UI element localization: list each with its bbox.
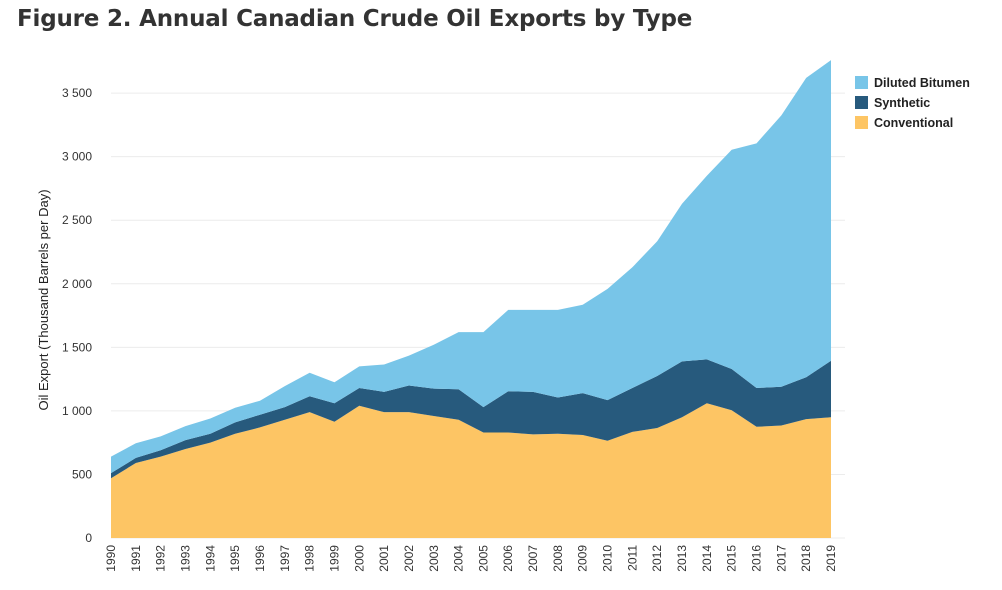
x-tick-label: 1991 — [129, 545, 143, 572]
x-tick-label: 1992 — [154, 545, 168, 572]
x-tick-label: 1999 — [327, 545, 341, 572]
x-tick-label: 2007 — [526, 545, 540, 572]
x-tick-label: 1993 — [178, 545, 192, 572]
x-tick-label: 2002 — [402, 545, 416, 572]
y-tick-label: 1 500 — [62, 340, 92, 354]
x-tick-label: 1996 — [253, 545, 267, 572]
x-tick-label: 2011 — [625, 545, 639, 571]
x-tick-label: 2004 — [452, 545, 466, 572]
x-tick-label: 2009 — [576, 545, 590, 572]
x-tick-label: 2018 — [799, 545, 813, 572]
x-tick-label: 2008 — [551, 545, 565, 572]
legend-swatch-synthetic — [855, 96, 868, 109]
x-tick-label: 2006 — [501, 545, 515, 572]
legend-label: Synthetic — [874, 96, 930, 110]
y-tick-label: 500 — [72, 467, 92, 481]
y-tick-label: 3 000 — [62, 150, 92, 164]
x-tick-label: 2014 — [700, 545, 714, 572]
stacked-areas — [111, 60, 831, 538]
y-tick-label: 1 000 — [62, 404, 92, 418]
x-axis-ticks: 1990 1991 1992 1993 1994 1995 1996 1997 1998 1999… — [104, 545, 838, 572]
x-tick-label: 2003 — [427, 545, 441, 572]
y-tick-label: 2 500 — [62, 213, 92, 227]
x-tick-label: 2012 — [650, 545, 664, 572]
legend: Diluted Bitumen Synthetic Conventional — [855, 76, 970, 130]
legend-swatch-diluted-bitumen — [855, 76, 868, 89]
legend-label: Conventional — [874, 116, 953, 130]
legend-swatch-conventional — [855, 116, 868, 129]
x-tick-label: 2010 — [601, 545, 615, 572]
x-tick-label: 1994 — [203, 545, 217, 572]
y-tick-label: 3 500 — [62, 86, 92, 100]
area-diluted-bitumen[interactable] — [111, 60, 831, 474]
chart-title: Figure 2. Annual Canadian Crude Oil Expo… — [17, 6, 693, 32]
x-tick-label: 1998 — [303, 545, 317, 572]
y-tick-label: 2 000 — [62, 277, 92, 291]
area-conventional[interactable] — [111, 403, 831, 538]
x-tick-label: 2019 — [824, 545, 838, 572]
x-tick-label: 2015 — [725, 545, 739, 572]
x-tick-label: 1990 — [104, 545, 118, 572]
y-axis-ticks: 0 500 1 000 1 500 2 000 2 500 3 000 3 500 — [62, 86, 92, 545]
x-tick-label: 2016 — [750, 545, 764, 572]
legend-label: Diluted Bitumen — [874, 76, 970, 90]
y-axis-label: Oil Export (Thousand Barrels per Day) — [36, 189, 51, 410]
x-tick-label: 2005 — [476, 545, 490, 572]
x-tick-label: 2013 — [675, 545, 689, 572]
x-tick-label: 2000 — [352, 545, 366, 572]
y-tick-label: 0 — [85, 531, 92, 545]
x-tick-label: 1995 — [228, 545, 242, 572]
x-tick-label: 2001 — [377, 545, 391, 572]
area-synthetic[interactable] — [111, 359, 831, 479]
x-tick-label: 1997 — [278, 545, 292, 572]
x-tick-label: 2017 — [774, 545, 788, 572]
